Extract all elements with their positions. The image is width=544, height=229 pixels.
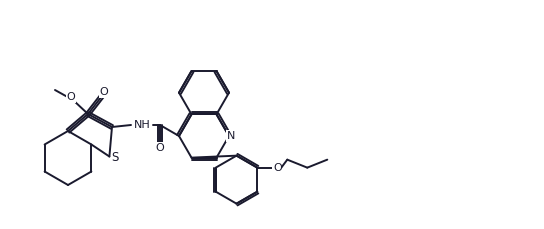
Text: O: O (273, 163, 282, 173)
Text: NH: NH (134, 120, 150, 130)
Text: O: O (66, 92, 76, 102)
Text: S: S (112, 151, 119, 164)
Text: O: O (100, 87, 108, 97)
Text: O: O (156, 143, 164, 153)
Text: N: N (227, 131, 235, 141)
